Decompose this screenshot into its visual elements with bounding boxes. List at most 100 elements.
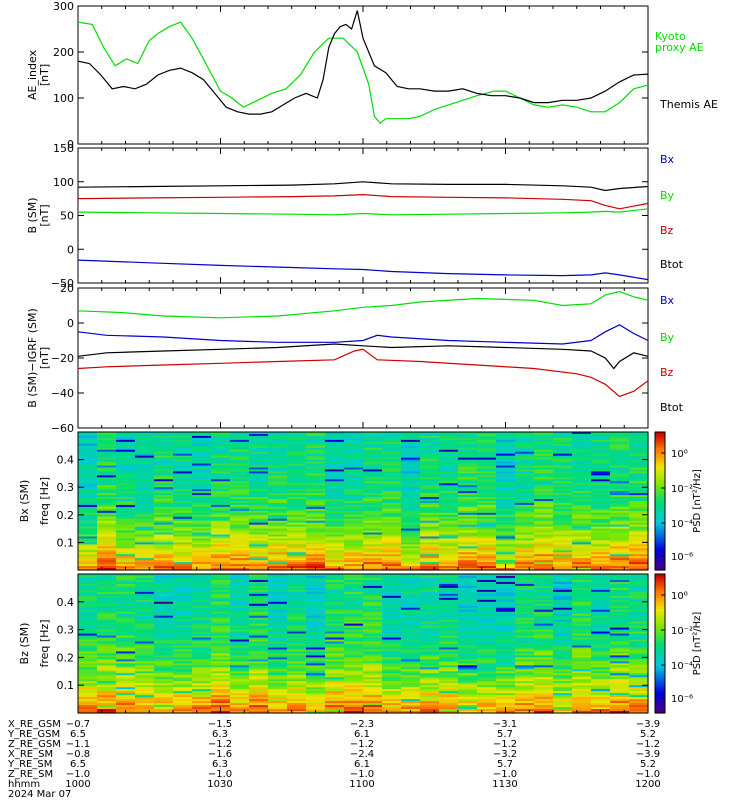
spectrogram-cell xyxy=(97,554,117,557)
colorbar-tick-label: 10⁻² xyxy=(671,626,693,637)
spectrogram-cell xyxy=(97,481,117,484)
spectrogram-cell xyxy=(610,667,630,670)
spectrogram-cell xyxy=(135,528,155,532)
spectrogram-cell xyxy=(629,532,649,536)
spectrogram-cell xyxy=(173,526,193,530)
spectrogram-cell xyxy=(306,495,326,498)
spectrogram-cell xyxy=(344,528,364,532)
spectrogram-cell xyxy=(249,544,269,547)
spectrogram-cell xyxy=(135,514,155,518)
spectrogram-cell xyxy=(230,659,250,662)
spectrogram-cell xyxy=(572,526,592,530)
spectrogram-cell xyxy=(382,589,402,593)
spectrogram-cell xyxy=(135,530,155,534)
spectrogram-cell xyxy=(249,455,269,459)
spectrogram-cell xyxy=(496,451,516,455)
spectrogram-cell xyxy=(401,655,421,658)
spectrogram-cell xyxy=(116,518,136,522)
spectrogram-cell xyxy=(268,522,288,526)
ephemeris-row-label: X_RE_GSM xyxy=(8,719,61,730)
spectrogram-cell xyxy=(192,677,212,680)
spectrogram-cell xyxy=(173,465,193,469)
date-label: 2024 Mar 07 xyxy=(8,789,71,800)
spectrogram-cell xyxy=(249,623,269,627)
series-line-kyoto-proxy-ae xyxy=(77,21,649,125)
spectrogram-cell xyxy=(154,441,174,445)
spectrogram-cell xyxy=(135,615,155,619)
spectrogram-cell xyxy=(287,467,307,471)
spectrogram-cell xyxy=(458,587,478,591)
spectrogram-cell xyxy=(173,432,193,435)
spectrogram-cell xyxy=(192,506,212,510)
spectrogram-cell xyxy=(572,691,592,694)
spectrogram-cell xyxy=(553,679,573,682)
spectrogram-cell xyxy=(211,605,231,609)
spectrogram-cell xyxy=(496,497,516,500)
spectrogram-cell xyxy=(420,635,440,639)
spectrogram-cell xyxy=(135,564,155,567)
spectrogram-cell xyxy=(287,575,307,579)
spectrogram-cell xyxy=(553,633,573,637)
spectrogram-cell xyxy=(382,534,402,538)
spectrogram-cell xyxy=(363,617,383,621)
spectrogram-cell xyxy=(116,689,136,692)
spectrogram-cell xyxy=(591,679,611,682)
spectrogram-cell xyxy=(382,599,402,603)
spectrogram-cell xyxy=(382,681,402,684)
spectrogram-cell xyxy=(439,687,459,690)
spectrogram-cell xyxy=(173,609,193,613)
spectrogram-cell xyxy=(154,619,174,623)
spectrogram-cell xyxy=(458,697,478,700)
spectrogram-cell xyxy=(230,518,250,522)
spectrogram-cell xyxy=(192,595,212,599)
spectrogram-cell xyxy=(344,465,364,469)
spectrogram-cell xyxy=(572,433,592,437)
spectrogram-cell xyxy=(135,465,155,469)
spectrogram-cell xyxy=(325,685,345,688)
spectrogram-cell xyxy=(572,627,592,631)
spectrogram-cell xyxy=(534,633,554,637)
spectrogram-cell xyxy=(515,479,535,482)
spectrogram-cell xyxy=(154,508,174,512)
spectrogram-cell xyxy=(610,687,630,690)
spectrogram-cell xyxy=(306,697,326,700)
spectrogram-cell xyxy=(515,609,535,613)
spectrogram-cell xyxy=(401,536,421,540)
spectrogram-cell xyxy=(306,667,326,670)
spectrogram-cell xyxy=(78,540,98,543)
spectrogram-cell xyxy=(629,534,649,538)
spectrogram-cell xyxy=(610,463,630,467)
spectrogram-cell xyxy=(496,631,516,635)
spectrogram-cell xyxy=(192,587,212,591)
spectrogram-cell xyxy=(439,651,459,655)
spectrogram-cell xyxy=(97,701,117,704)
spectrogram-cell xyxy=(173,556,193,559)
spectrogram-cell xyxy=(268,487,288,490)
spectrogram-cell xyxy=(78,520,98,524)
spectrogram-cell xyxy=(154,512,174,516)
spectrogram-cell xyxy=(173,558,193,561)
spectrogram-cell xyxy=(363,707,383,710)
spectrogram-cell xyxy=(116,587,136,591)
spectrogram-cell xyxy=(268,475,288,478)
spectrogram-cell xyxy=(249,510,269,514)
spectrogram-cell xyxy=(515,601,535,605)
spectrogram-cell xyxy=(382,613,402,617)
spectrogram-cell xyxy=(515,655,535,658)
spectrogram-cell xyxy=(458,546,478,549)
spectrogram-cell xyxy=(629,709,649,712)
spectrogram-cell xyxy=(287,487,307,490)
spectrogram-cell xyxy=(515,627,535,631)
spectrogram-cell xyxy=(287,695,307,698)
spectrogram-cell xyxy=(135,631,155,635)
spectrogram-cell xyxy=(534,437,554,441)
spectrogram-cell xyxy=(363,566,383,569)
spectrogram-cell xyxy=(116,493,136,496)
spectrogram-cell xyxy=(572,465,592,469)
spectrogram-cell xyxy=(610,550,630,553)
spectrogram-cell xyxy=(401,453,421,457)
spectrogram-cell xyxy=(591,637,611,641)
spectrogram-cell xyxy=(211,659,231,662)
spectrogram-cell xyxy=(344,566,364,569)
spectrogram-cell xyxy=(344,459,364,463)
